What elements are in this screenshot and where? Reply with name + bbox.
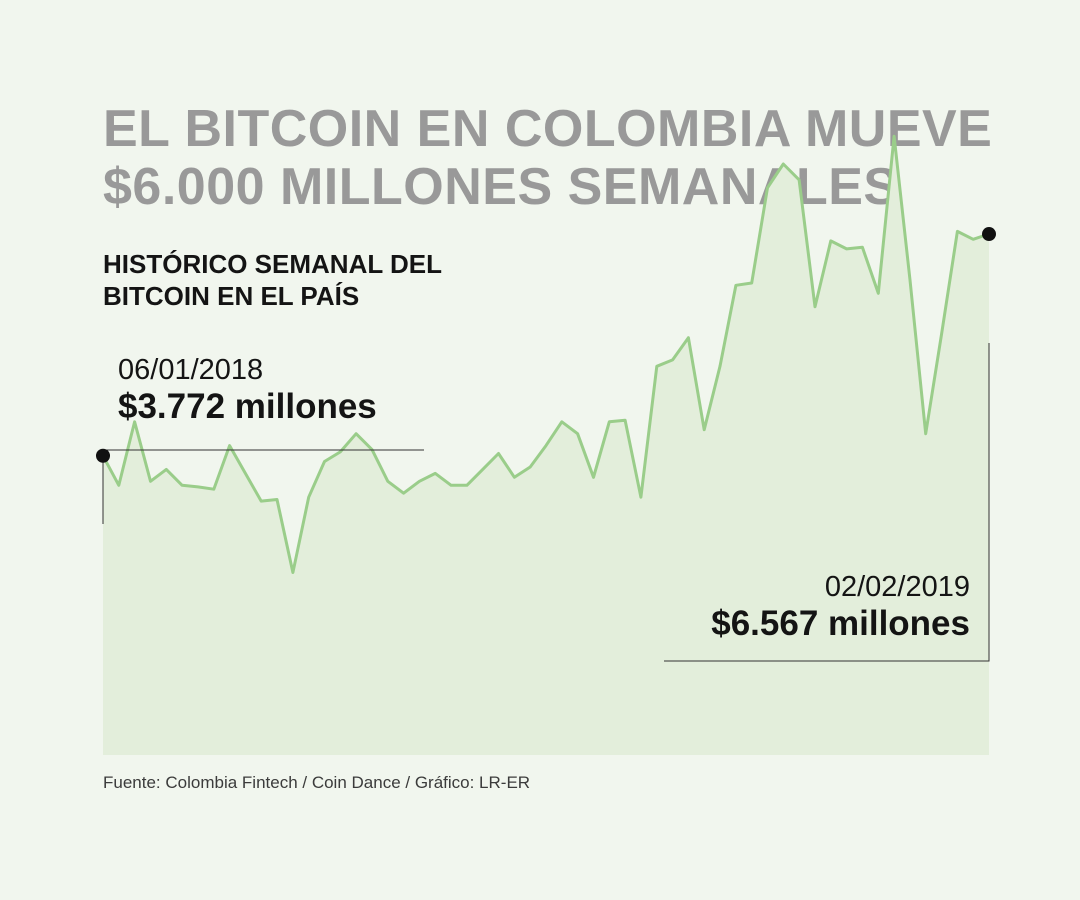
data-point — [417, 479, 421, 483]
end-marker — [982, 227, 996, 242]
data-point — [164, 467, 168, 471]
data-point — [354, 432, 358, 436]
data-point — [718, 364, 722, 368]
area-fill — [103, 136, 989, 755]
data-point — [528, 465, 532, 469]
data-point — [686, 336, 690, 340]
data-point — [243, 471, 247, 475]
data-point — [544, 444, 548, 448]
data-point — [829, 239, 833, 243]
data-point — [291, 571, 295, 575]
data-point — [766, 186, 770, 190]
data-point — [734, 283, 738, 287]
data-point — [465, 483, 469, 487]
source-note: Fuente: Colombia Fintech / Coin Dance / … — [103, 773, 531, 792]
data-point — [497, 452, 501, 456]
data-point — [955, 229, 959, 233]
data-point — [275, 498, 279, 502]
data-point — [259, 499, 263, 503]
annotation-end-date: 02/02/2019 — [824, 571, 970, 603]
data-point — [876, 291, 880, 295]
data-point — [940, 333, 944, 337]
chart-subtitle: HISTÓRICO SEMANAL DEL BITCOIN EN EL PAÍS — [103, 248, 442, 312]
data-point — [481, 467, 485, 471]
data-point — [845, 247, 849, 251]
subtitle-line-1: HISTÓRICO SEMANAL DEL — [103, 249, 442, 279]
chart-title: EL BITCOIN EN COLOMBIA MUEVE $6.000 MILL… — [103, 100, 992, 216]
data-point — [781, 162, 785, 166]
data-point — [623, 418, 627, 422]
data-point — [307, 495, 311, 499]
annotation-end-value: $6.567 millones — [711, 604, 970, 643]
data-point — [512, 475, 516, 479]
annotation-start-date: 06/01/2018 — [118, 354, 264, 386]
data-point — [433, 471, 437, 475]
annotation-start-value: $3.772 millones — [118, 387, 377, 426]
annotation-start: 06/01/2018 $3.772 millones — [118, 353, 377, 427]
data-point — [449, 483, 453, 487]
series-line — [101, 134, 990, 574]
start-marker — [96, 448, 110, 463]
data-point — [655, 364, 659, 368]
data-point — [908, 277, 912, 281]
data-point — [797, 178, 801, 182]
data-point — [323, 460, 327, 464]
data-point — [813, 305, 817, 309]
data-point — [750, 281, 754, 285]
data-point — [180, 483, 184, 487]
data-point — [639, 495, 643, 499]
data-point — [924, 432, 928, 436]
data-point — [560, 420, 564, 424]
data-point — [860, 245, 864, 249]
leader-line-end — [664, 343, 990, 662]
data-point — [971, 237, 975, 241]
data-point — [592, 475, 596, 479]
subtitle-line-2: BITCOIN EN EL PAÍS — [103, 281, 360, 311]
data-point — [212, 487, 216, 491]
data-point — [117, 483, 121, 487]
data-point — [228, 444, 232, 448]
data-point — [402, 491, 406, 495]
data-point — [607, 420, 611, 424]
annotation-end: 02/02/2019 $6.567 millones — [711, 570, 970, 644]
data-point — [892, 134, 896, 138]
data-point — [149, 479, 153, 483]
data-point — [576, 432, 580, 436]
data-point — [671, 358, 675, 362]
title-line-1: EL BITCOIN EN COLOMBIA MUEVE — [103, 100, 993, 158]
data-point — [702, 428, 706, 432]
data-point — [196, 485, 200, 489]
data-point — [386, 479, 390, 483]
